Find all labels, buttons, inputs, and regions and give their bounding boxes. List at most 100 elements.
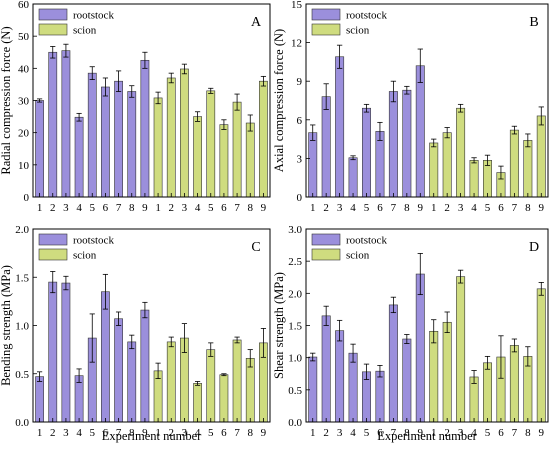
x-tick-label: 9: [261, 202, 267, 214]
x-tick-label: 8: [129, 427, 135, 439]
bar-rootstock-2: [321, 315, 331, 423]
x-tick-label: 7: [234, 202, 240, 214]
x-tick-label: 6: [103, 427, 109, 439]
bar-scion-3: [456, 107, 466, 198]
bar-scion-8: [523, 140, 533, 198]
legend-swatch-scion: [311, 248, 341, 261]
y-tick-label: 30: [18, 96, 30, 108]
x-tick-label: 8: [129, 202, 135, 214]
bar-scion-3: [180, 68, 189, 198]
x-tick-label: 7: [391, 202, 397, 214]
x-tick-label: 8: [525, 427, 531, 439]
x-tick-label: 3: [337, 427, 343, 439]
bar-rootstock-6: [375, 131, 385, 198]
bar-scion-8: [245, 358, 255, 423]
y-tick-label: 10: [18, 160, 30, 172]
bar-rootstock-4: [348, 352, 358, 423]
x-tick-label: 7: [391, 427, 397, 439]
bar-rootstock-6: [101, 86, 110, 198]
legend-label-scion: scion: [346, 250, 370, 262]
x-tick-label: 6: [221, 427, 227, 439]
legend-label-rootstock: rootstock: [346, 10, 387, 22]
panel-letter: B: [529, 15, 538, 30]
bar-rootstock-8: [127, 341, 137, 423]
x-tick-label: 1: [155, 202, 161, 214]
bar-scion-6: [219, 124, 229, 198]
y-tick-label: 9: [297, 76, 303, 88]
y-tick-label: 1.5: [15, 272, 29, 284]
panel-c: 0.00.51.01.52.01 2 3 4 5 6 7 8 9 1 2 3 4 5 6 7 8 9Bending…: [0, 224, 271, 443]
bar-scion-1: [153, 97, 163, 198]
x-tick-label: 2: [444, 427, 450, 439]
bar-scion-1: [429, 142, 439, 198]
x-tick-label: 9: [142, 427, 148, 439]
x-tick-label: 9: [418, 202, 424, 214]
bar-rootstock-2: [48, 281, 58, 423]
y-tick-label: 1.0: [288, 353, 302, 365]
y-tick-label: 0: [24, 192, 30, 204]
x-tick-label: 4: [471, 202, 477, 214]
legend-label-rootstock: rootstock: [73, 235, 114, 247]
plot-frame: [305, 3, 549, 198]
x-tick-label: 8: [248, 202, 254, 214]
x-tick-label: 6: [103, 202, 109, 214]
x-tick-label: 5: [364, 427, 370, 439]
bar-rootstock-7: [114, 80, 123, 198]
legend-swatch-scion: [311, 23, 341, 36]
bar-rootstock-9: [140, 59, 150, 198]
bar-scion-9: [536, 288, 546, 423]
x-tick-label: 1: [155, 427, 161, 439]
y-tick-label: 2.0: [15, 224, 29, 236]
x-axis-label: Experiment number: [102, 429, 202, 443]
x-tick-label: 6: [498, 427, 504, 439]
x-tick-label: 9: [539, 202, 545, 214]
x-tick-label: 2: [50, 202, 56, 214]
x-tick-label: 7: [234, 427, 240, 439]
x-tick-label: 1: [37, 427, 43, 439]
bar-rootstock-3: [335, 56, 345, 198]
bar-rootstock-9: [415, 273, 425, 423]
y-tick-label: 20: [18, 128, 30, 140]
x-tick-label: 5: [485, 202, 491, 214]
legend-label-scion: scion: [346, 25, 370, 37]
bar-scion-2: [442, 132, 452, 198]
x-tick-label: 3: [458, 427, 464, 439]
x-tick-label: 7: [116, 427, 122, 439]
x-tick-label: 3: [63, 427, 69, 439]
panel-letter: D: [529, 240, 539, 255]
bar-rootstock-1: [35, 100, 44, 198]
bar-scion-2: [442, 321, 452, 423]
bar-rootstock-1: [35, 376, 44, 423]
x-tick-label: 1: [431, 427, 437, 439]
x-tick-label: 9: [142, 202, 148, 214]
y-axis-label: Radial compression force (N): [0, 26, 13, 174]
y-tick-label: 2.5: [288, 256, 302, 268]
y-axis-label: Axial compression force (N): [272, 29, 286, 172]
y-tick-label: 12: [291, 38, 302, 50]
x-tick-label: 3: [182, 427, 188, 439]
x-tick-label: 9: [539, 427, 545, 439]
bar-scion-5: [206, 90, 216, 198]
bar-scion-2: [166, 341, 176, 423]
bar-rootstock-6: [375, 370, 385, 423]
bar-rootstock-5: [362, 107, 371, 198]
x-tick-label: 3: [337, 202, 343, 214]
x-tick-label: 5: [364, 202, 370, 214]
bar-rootstock-4: [348, 157, 358, 198]
bar-rootstock-3: [335, 330, 345, 423]
x-tick-label: 5: [208, 202, 214, 214]
bar-scion-1: [429, 330, 439, 423]
x-tick-label: 2: [444, 202, 450, 214]
y-tick-label: 1.5: [288, 321, 302, 333]
bar-scion-4: [469, 160, 479, 198]
x-tick-label: 8: [404, 427, 410, 439]
x-tick-label: 4: [350, 202, 356, 214]
legend-swatch-rootstock: [311, 233, 341, 246]
x-tick-label: 5: [90, 202, 96, 214]
x-tick-label: 2: [323, 202, 329, 214]
x-tick-label: 4: [76, 427, 82, 439]
bar-rootstock-5: [87, 72, 97, 198]
legend-swatch-rootstock: [38, 233, 68, 246]
